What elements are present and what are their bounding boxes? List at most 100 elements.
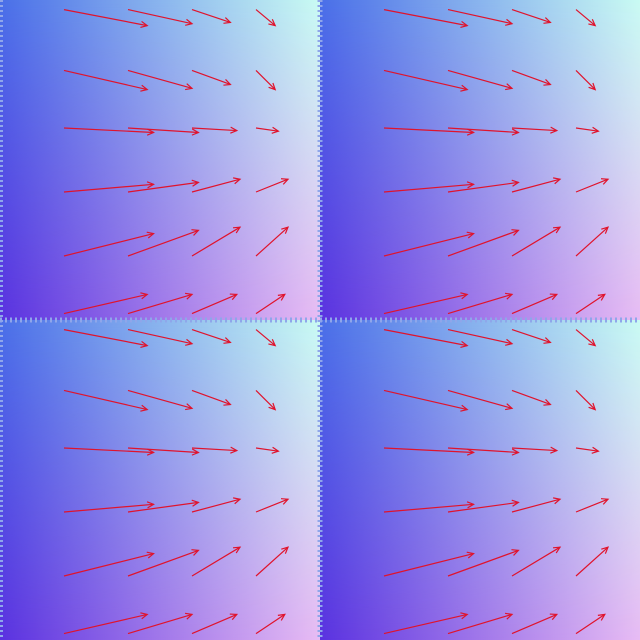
arrow-head bbox=[146, 448, 155, 456]
arrow-head bbox=[185, 83, 194, 91]
vector-arrow bbox=[63, 447, 155, 456]
arrow-head bbox=[552, 546, 562, 554]
arrow-shaft bbox=[575, 9, 596, 27]
vector-arrow bbox=[127, 229, 200, 257]
arrow-head bbox=[191, 128, 200, 136]
arrow-shaft bbox=[191, 613, 238, 635]
vector-arrow bbox=[447, 549, 520, 577]
arrow-shaft bbox=[383, 9, 468, 27]
vector-arrow bbox=[447, 292, 514, 315]
vector-arrow bbox=[383, 329, 469, 348]
arrow-head bbox=[543, 399, 552, 406]
arrow-shaft bbox=[63, 613, 148, 635]
vector-arrow bbox=[575, 178, 610, 193]
arrow-shaft bbox=[383, 293, 468, 315]
vector-arrow bbox=[575, 9, 597, 27]
arrow-shaft bbox=[255, 329, 276, 347]
arrow-shaft bbox=[383, 447, 474, 454]
vector-arrow bbox=[511, 69, 552, 86]
arrow-head bbox=[543, 17, 552, 24]
arrow-head bbox=[184, 292, 194, 300]
arrow-head bbox=[191, 229, 200, 236]
vector-arrow bbox=[191, 177, 242, 193]
arrow-shaft bbox=[127, 127, 199, 134]
vector-arrow bbox=[511, 546, 562, 577]
vector-arrow bbox=[127, 9, 194, 26]
vector-arrow bbox=[575, 389, 597, 411]
vector-arrow bbox=[383, 231, 475, 257]
vector-arrow bbox=[575, 293, 606, 315]
vector-arrow bbox=[127, 447, 200, 456]
vector-arrow bbox=[63, 389, 149, 412]
arrow-head bbox=[591, 126, 600, 134]
vector-arrow bbox=[63, 612, 149, 635]
vector-arrow bbox=[255, 329, 277, 347]
vector-arrow bbox=[511, 226, 562, 257]
vector-arrow bbox=[255, 498, 290, 513]
vector-arrow bbox=[191, 293, 239, 315]
arrow-shaft bbox=[383, 329, 468, 347]
arrow-shaft bbox=[447, 613, 513, 635]
arrow-shaft bbox=[511, 127, 557, 132]
arrow-shaft bbox=[255, 546, 289, 577]
arrow-head bbox=[140, 612, 149, 620]
vector-arrow bbox=[575, 546, 610, 577]
vector-arrow bbox=[127, 127, 200, 136]
arrow-shaft bbox=[127, 613, 193, 635]
arrow-head bbox=[549, 293, 559, 301]
arrow-head bbox=[229, 613, 239, 621]
arrow-head bbox=[460, 84, 469, 92]
arrow-shaft bbox=[255, 69, 276, 91]
vector-arrow bbox=[255, 389, 277, 411]
arrow-head bbox=[549, 613, 559, 621]
arrow-head bbox=[268, 402, 277, 411]
arrow-shaft bbox=[255, 127, 279, 132]
arrow-head bbox=[191, 549, 200, 556]
arrow-shaft bbox=[63, 69, 148, 91]
arrow-shaft bbox=[447, 389, 513, 409]
arrow-shaft bbox=[63, 293, 148, 315]
arrow-head bbox=[223, 79, 232, 86]
arrow-shaft bbox=[575, 69, 596, 91]
vector-arrow bbox=[575, 69, 597, 91]
vector-arrow bbox=[383, 612, 469, 635]
vector-arrow bbox=[511, 293, 559, 315]
arrow-shaft bbox=[191, 127, 237, 132]
vector-arrow bbox=[191, 226, 242, 257]
vector-arrow bbox=[383, 447, 475, 456]
arrow-head bbox=[281, 546, 290, 554]
arrow-head bbox=[281, 226, 290, 234]
arrow-shaft bbox=[255, 498, 289, 513]
vector-arrow bbox=[255, 293, 286, 315]
arrow-shaft bbox=[63, 127, 154, 134]
arrow-head bbox=[191, 448, 200, 456]
gradient-tile bbox=[320, 320, 640, 640]
arrow-shaft bbox=[511, 293, 558, 315]
arrow-shaft bbox=[191, 498, 241, 513]
vector-arrow bbox=[447, 69, 514, 91]
arrow-shaft bbox=[447, 9, 513, 25]
gradient-tile bbox=[320, 0, 640, 320]
arrow-shaft bbox=[255, 447, 279, 452]
vector-arrow bbox=[63, 231, 155, 257]
arrow-head bbox=[268, 338, 277, 347]
arrow-head bbox=[230, 126, 239, 134]
arrow-shaft bbox=[575, 389, 596, 411]
vector-arrow bbox=[191, 9, 232, 24]
arrow-head bbox=[543, 337, 552, 344]
gradient-tile bbox=[0, 320, 320, 640]
vector-arrow bbox=[447, 179, 520, 193]
arrow-shaft bbox=[191, 178, 241, 193]
vector-arrow bbox=[255, 178, 290, 193]
arrow-shaft bbox=[383, 69, 468, 91]
vector-arrow bbox=[191, 389, 232, 406]
arrow-head bbox=[191, 179, 200, 187]
tile-top-blend bbox=[0, 0, 320, 320]
arrow-head bbox=[185, 403, 194, 411]
arrow-shaft bbox=[447, 69, 513, 89]
arrow-head bbox=[466, 501, 475, 509]
arrow-head bbox=[591, 446, 600, 454]
arrow-shaft bbox=[255, 389, 276, 411]
vector-arrow bbox=[511, 177, 562, 193]
arrow-shaft bbox=[447, 329, 513, 345]
